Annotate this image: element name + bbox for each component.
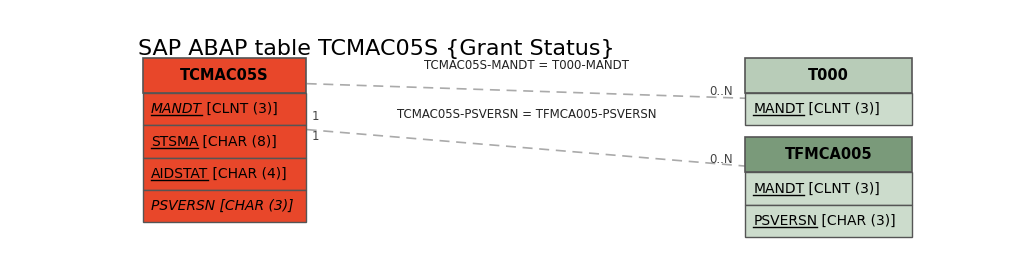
FancyBboxPatch shape: [143, 57, 306, 93]
FancyBboxPatch shape: [746, 137, 912, 172]
Text: 1: 1: [311, 130, 319, 143]
Text: MANDT: MANDT: [753, 102, 804, 116]
Text: [CHAR (3)]: [CHAR (3)]: [817, 214, 896, 228]
Text: TCMAC05S: TCMAC05S: [180, 68, 269, 83]
FancyBboxPatch shape: [746, 93, 912, 125]
Text: STSMA: STSMA: [151, 134, 198, 149]
Text: 0..N: 0..N: [710, 153, 733, 166]
FancyBboxPatch shape: [746, 172, 912, 205]
FancyBboxPatch shape: [143, 125, 306, 158]
Text: [CHAR (8)]: [CHAR (8)]: [198, 134, 277, 149]
Text: [CLNT (3)]: [CLNT (3)]: [804, 102, 880, 116]
Text: [CLNT (3)]: [CLNT (3)]: [804, 182, 880, 195]
Text: 0..N: 0..N: [710, 85, 733, 98]
FancyBboxPatch shape: [746, 57, 912, 93]
Text: MANDT: MANDT: [753, 182, 804, 195]
Text: TFMCA005: TFMCA005: [785, 147, 873, 162]
Text: TCMAC05S-PSVERSN = TFMCA005-PSVERSN: TCMAC05S-PSVERSN = TFMCA005-PSVERSN: [396, 108, 656, 121]
Text: PSVERSN: PSVERSN: [753, 214, 817, 228]
FancyBboxPatch shape: [746, 205, 912, 237]
FancyBboxPatch shape: [143, 190, 306, 222]
Text: AIDSTAT: AIDSTAT: [151, 167, 207, 181]
Text: 1: 1: [311, 110, 319, 123]
Text: TCMAC05S-MANDT = T000-MANDT: TCMAC05S-MANDT = T000-MANDT: [424, 59, 629, 72]
Text: SAP ABAP table TCMAC05S {Grant Status}: SAP ABAP table TCMAC05S {Grant Status}: [138, 39, 614, 59]
Text: PSVERSN [CHAR (3)]: PSVERSN [CHAR (3)]: [151, 199, 293, 213]
FancyBboxPatch shape: [143, 158, 306, 190]
FancyBboxPatch shape: [143, 93, 306, 125]
Text: T000: T000: [808, 68, 849, 83]
Text: [CHAR (4)]: [CHAR (4)]: [207, 167, 287, 181]
Text: [CLNT (3)]: [CLNT (3)]: [201, 102, 277, 116]
Text: MANDT: MANDT: [151, 102, 201, 116]
